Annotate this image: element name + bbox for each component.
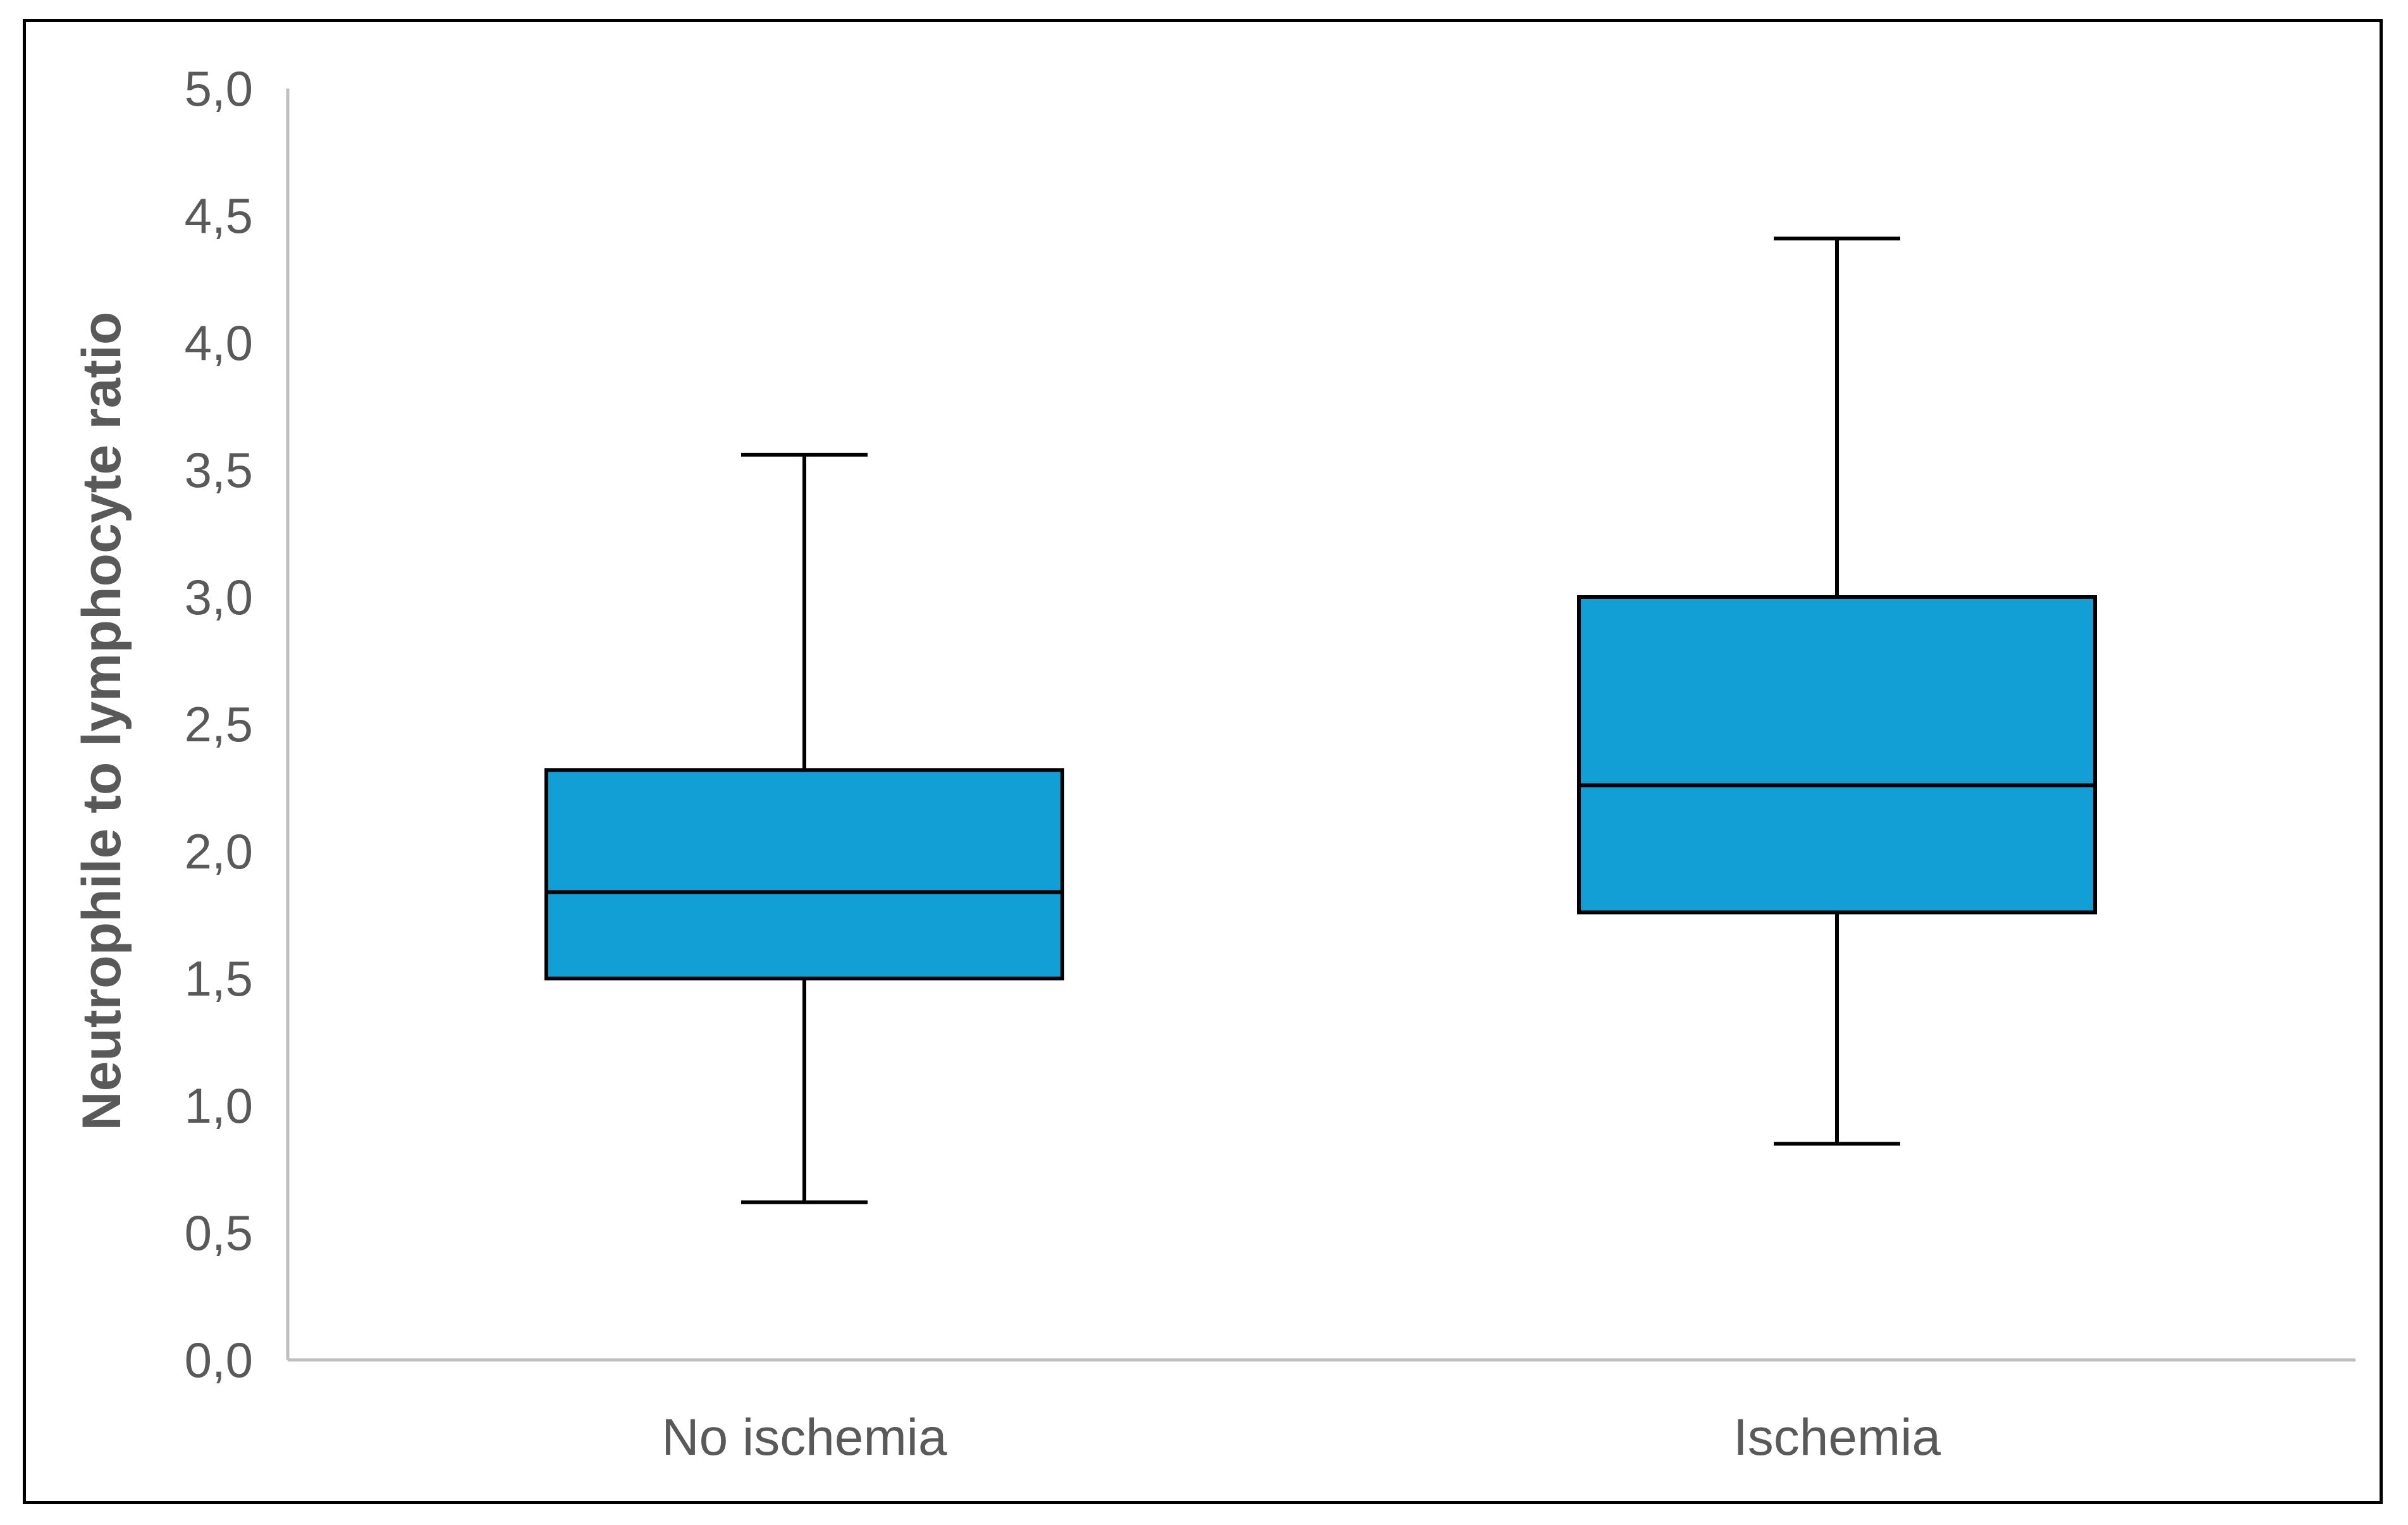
- y-axis-ticks: 0,0 0,5 1,0 1,5 2,0 2,5 3,0 3,5 4,0 4,5 5,0: [185, 61, 253, 1388]
- y-axis-title: Neutrophile to lymphocyte ratio: [71, 312, 132, 1131]
- y-tick-label: 0,0: [185, 1332, 253, 1388]
- y-tick-label: 3,0: [185, 569, 253, 625]
- y-tick-label: 2,5: [185, 696, 253, 752]
- y-tick-label: 2,0: [185, 824, 253, 879]
- iqr-box: [1577, 595, 2097, 915]
- y-tick-label: 3,5: [185, 442, 253, 498]
- axes: [286, 89, 2356, 1362]
- box-ischemia: [1577, 237, 2097, 1146]
- y-tick-label: 0,5: [185, 1205, 253, 1261]
- x-axis-labels: No ischemia Ischemia: [661, 1409, 1941, 1466]
- iqr-box: [544, 768, 1064, 980]
- y-tick-label: 4,0: [185, 315, 253, 371]
- y-tick-label: 1,0: [185, 1078, 253, 1133]
- y-tick-label: 1,5: [185, 951, 253, 1006]
- y-tick-label: 4,5: [185, 188, 253, 244]
- box-series: [544, 237, 2097, 1204]
- box-no-ischemia: [544, 452, 1064, 1204]
- x-category-label: Ischemia: [1733, 1409, 1941, 1466]
- x-category-label: No ischemia: [661, 1409, 947, 1466]
- y-tick-label: 5,0: [185, 61, 253, 116]
